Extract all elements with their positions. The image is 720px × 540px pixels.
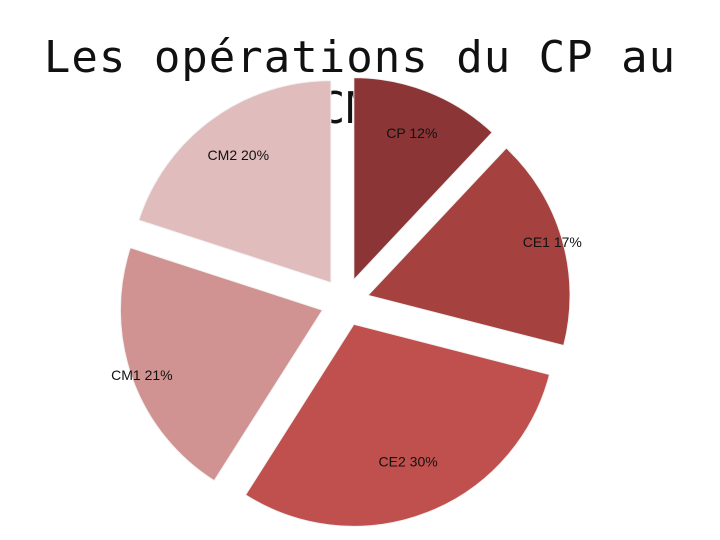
pie-slice-cm1 (119, 247, 324, 482)
pie-slice-cp (353, 77, 493, 281)
slice-label-cm1: CM1 21% (111, 367, 172, 383)
pie-slice-ce1 (367, 147, 571, 347)
slice-label-cm2: CM2 20% (208, 147, 269, 163)
slice-label-ce1: CE1 17% (523, 234, 582, 250)
slice-label-ce2: CE2 30% (379, 453, 438, 469)
slice-label-cp: CP 12% (386, 125, 437, 141)
pie-slice-ce2 (244, 323, 551, 527)
pie-slice-cm2 (138, 80, 332, 284)
